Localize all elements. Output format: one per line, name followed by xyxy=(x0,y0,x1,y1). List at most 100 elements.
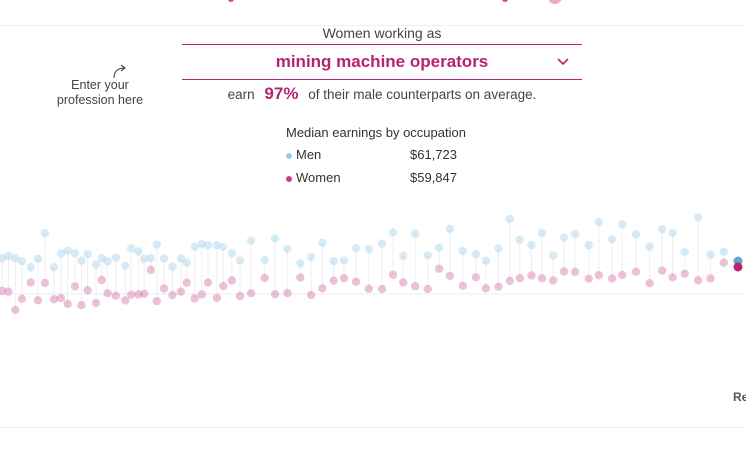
legend-title: Median earnings by occupation xyxy=(286,125,466,140)
men-point xyxy=(111,253,120,262)
men-point xyxy=(693,213,703,222)
men-point xyxy=(594,218,604,227)
men-point xyxy=(140,254,149,264)
women-point xyxy=(693,276,703,285)
occupation-selector[interactable]: mining machine operators xyxy=(182,44,582,80)
women-point xyxy=(434,264,444,273)
men-point xyxy=(219,242,228,252)
women-point xyxy=(351,277,361,286)
top-clipped-content xyxy=(0,0,746,6)
men-point xyxy=(70,249,80,258)
women-point xyxy=(594,270,604,280)
top-divider xyxy=(0,25,746,26)
earn-suffix: of their male counterparts on average. xyxy=(308,87,537,102)
women-point xyxy=(91,298,101,308)
men-point xyxy=(103,257,112,266)
women-point xyxy=(0,286,7,296)
men-point xyxy=(203,241,213,250)
women-point xyxy=(121,296,130,305)
men-point xyxy=(182,258,191,267)
men-point xyxy=(97,254,106,263)
women-point xyxy=(227,276,237,285)
women-point xyxy=(515,274,524,283)
men-point xyxy=(26,262,35,272)
men-point xyxy=(306,252,316,262)
women-point xyxy=(719,258,728,267)
women-point xyxy=(190,294,199,303)
men-point xyxy=(318,238,327,248)
earnings-summary: earn 97% of their male counterparts on a… xyxy=(182,84,582,104)
women-point xyxy=(494,282,503,291)
women-point xyxy=(364,284,374,293)
women-point xyxy=(559,267,569,276)
women-point xyxy=(203,278,213,287)
men-point xyxy=(146,253,156,263)
men-point xyxy=(351,243,361,253)
men-point xyxy=(17,256,27,266)
women-point xyxy=(423,284,432,294)
women-point xyxy=(197,290,206,299)
women-point xyxy=(584,274,594,283)
women-point xyxy=(63,299,72,309)
women-point xyxy=(549,276,558,285)
women-point xyxy=(111,291,120,300)
women-point xyxy=(219,281,228,291)
men-point xyxy=(607,235,617,244)
selected-women-point xyxy=(733,262,743,272)
women-point xyxy=(657,266,667,275)
men-point xyxy=(399,251,408,261)
men-point xyxy=(56,249,66,258)
men-point xyxy=(631,230,641,239)
women-point xyxy=(49,295,59,304)
women-point xyxy=(283,288,292,298)
women-point xyxy=(182,278,191,287)
men-point xyxy=(458,246,468,256)
men-point xyxy=(260,255,269,265)
men-point xyxy=(527,240,536,250)
men-point xyxy=(388,228,398,237)
men-point xyxy=(235,256,245,265)
women-point xyxy=(537,274,547,283)
earnings-dot-plot xyxy=(0,213,746,315)
women-point xyxy=(270,290,280,299)
women-point xyxy=(212,293,222,303)
men-point xyxy=(537,228,547,238)
men-point xyxy=(494,244,503,253)
women-point xyxy=(505,276,514,286)
men-point xyxy=(134,247,143,256)
men-point xyxy=(270,234,280,243)
women-point xyxy=(680,269,689,278)
chevron-down-icon xyxy=(557,58,569,66)
earnings-percent: 97% xyxy=(264,84,299,103)
men-point xyxy=(40,228,50,238)
women-point xyxy=(152,296,161,306)
men-point xyxy=(126,244,136,253)
women-point xyxy=(618,270,627,280)
women-point xyxy=(159,284,169,293)
men-point xyxy=(152,240,161,249)
legend-men: Men $61,723 xyxy=(286,147,466,165)
women-point xyxy=(410,282,420,291)
earn-prefix: earn xyxy=(227,87,255,102)
bottom-divider xyxy=(0,427,746,428)
selector-heading: Women working as xyxy=(322,25,442,41)
women-label: Women xyxy=(296,170,341,185)
men-swatch xyxy=(286,153,292,159)
women-point xyxy=(56,293,66,303)
men-point xyxy=(197,239,206,249)
legend-women: Women $59,847 xyxy=(286,170,466,188)
women-point xyxy=(296,273,305,282)
men-point xyxy=(91,260,101,269)
hint-line-2: profession here xyxy=(56,93,144,107)
women-point xyxy=(4,287,13,296)
men-point xyxy=(445,224,455,233)
men-point xyxy=(410,229,420,238)
women-point xyxy=(706,274,715,283)
men-point xyxy=(246,236,256,245)
men-point xyxy=(584,240,594,250)
women-point xyxy=(126,290,136,299)
clipped-mark xyxy=(502,0,508,2)
occupation-value: mining machine operators xyxy=(275,52,489,71)
women-point xyxy=(103,289,112,298)
men-point xyxy=(434,243,444,252)
